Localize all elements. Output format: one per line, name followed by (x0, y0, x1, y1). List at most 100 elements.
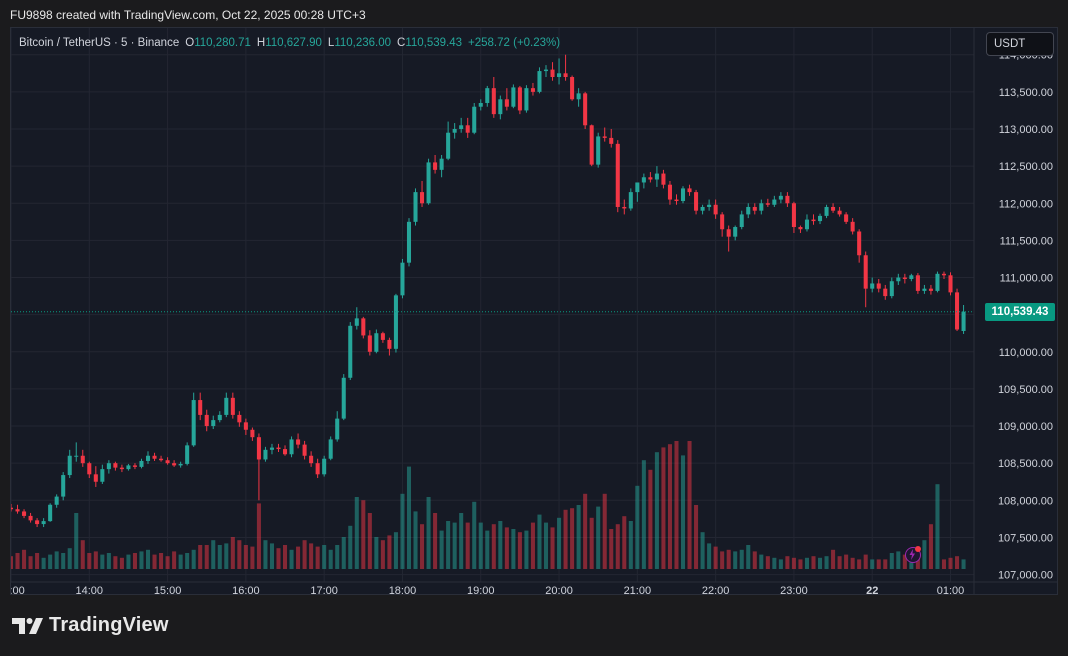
candle-body (132, 465, 137, 467)
candle-body (211, 420, 216, 427)
volume-bar (159, 553, 164, 569)
candle-body (824, 206, 829, 216)
high-label: H (256, 37, 266, 49)
volume-bar (283, 545, 288, 569)
price-tick-label: 108,000.00 (998, 495, 1053, 507)
volume-bar (935, 484, 940, 569)
candle-body (485, 88, 490, 104)
volume-bar (583, 493, 588, 569)
volume-bar (667, 444, 672, 569)
volume-bar (733, 551, 738, 569)
candle-body (804, 219, 809, 230)
candle-body (335, 418, 340, 440)
candle-body (837, 210, 842, 215)
candle-body (191, 400, 196, 446)
volume-bar (641, 460, 646, 569)
currency-selector-button[interactable]: USDT (986, 32, 1054, 56)
candle-body (772, 199, 777, 205)
volume-bar (54, 551, 59, 569)
time-tick-label: 23:00 (780, 585, 808, 595)
volume-bar (361, 500, 366, 569)
candle-body (465, 125, 470, 133)
volume-bar (367, 513, 372, 569)
candle-body (452, 128, 457, 133)
candle-body (504, 99, 509, 107)
candle-body (778, 195, 783, 200)
candle-body (641, 177, 646, 183)
candle-body (361, 318, 366, 336)
candle-body (348, 325, 353, 378)
candle-body (707, 204, 712, 207)
candle-body (909, 275, 914, 280)
tradingview-logo-icon (12, 617, 43, 634)
volume-bar (824, 556, 829, 569)
time-tick-label: 16:00 (232, 585, 260, 595)
volume-bar (485, 530, 490, 569)
candle-body (570, 77, 575, 100)
candle-body (674, 199, 679, 202)
volume-bar (524, 530, 529, 569)
candle-body (576, 93, 581, 100)
volume-bar (328, 549, 333, 569)
volume-bar (289, 549, 294, 569)
candle-body (850, 221, 855, 232)
candle-body (661, 173, 666, 185)
top-caption-bar: FU9898 created with TradingView.com, Oct… (0, 0, 1068, 27)
volume-bar (804, 557, 809, 569)
candle-body (694, 192, 699, 211)
candle-body (224, 397, 229, 415)
tradingview-logo[interactable]: TradingView (12, 614, 169, 637)
candle-body (798, 227, 803, 230)
volume-bar (335, 545, 340, 569)
candle-body (863, 255, 868, 289)
candle-body (426, 162, 431, 204)
volume-bar (406, 466, 412, 569)
price-tick-label: 110,000.00 (999, 347, 1053, 359)
volume-bar (230, 537, 235, 569)
volume-bar (818, 557, 823, 569)
volume-bar (609, 529, 614, 569)
time-tick-label: 18:00 (389, 585, 417, 595)
candle-body (720, 214, 725, 230)
candle-body (791, 203, 796, 228)
brand-name: TradingView (49, 614, 169, 636)
volume-bar (596, 506, 601, 569)
candle-body (746, 206, 751, 215)
time-tick-label: 13:00 (11, 585, 25, 595)
symbol-description[interactable]: Bitcoin / TetherUS · 5 · Binance (19, 37, 180, 49)
volume-bar (178, 554, 183, 569)
candle-body (844, 214, 849, 222)
volume-bar (433, 513, 438, 569)
chart-canvas[interactable]: 114,000.00113,500.00113,000.00112,500.00… (11, 28, 1058, 595)
volume-bar (726, 549, 731, 569)
volume-bar (739, 549, 744, 569)
volume-bar (74, 513, 79, 569)
volume-bar (393, 532, 398, 569)
chart-panel[interactable]: 114,000.00113,500.00113,000.00112,500.00… (10, 27, 1058, 595)
volume-bar (172, 551, 177, 569)
candle-body (87, 463, 92, 475)
candle-body (955, 292, 960, 330)
volume-bar (948, 557, 953, 569)
volume-bar (41, 557, 46, 569)
ohlc-legend: Bitcoin / TetherUS · 5 · Binance O110,280… (19, 37, 560, 49)
time-tick-label: 21:00 (624, 585, 652, 595)
candle-body (498, 99, 503, 115)
volume-bar (752, 551, 757, 569)
candle-body (256, 437, 261, 460)
candle-body (550, 69, 555, 78)
volume-bar (661, 447, 666, 569)
candle-body (876, 283, 881, 289)
volume-bar (152, 554, 157, 569)
volume-bar (35, 553, 40, 569)
candle-body (589, 125, 594, 165)
price-tick-label: 113,000.00 (999, 124, 1053, 136)
candle-body (41, 521, 46, 525)
low-value: 110,236.00 (334, 37, 392, 49)
volume-bar (870, 559, 875, 569)
volume-bar (237, 540, 242, 569)
volume-bar (602, 493, 607, 569)
volume-bar (48, 554, 53, 569)
volume-bar (341, 537, 346, 569)
candle-body (543, 69, 549, 72)
